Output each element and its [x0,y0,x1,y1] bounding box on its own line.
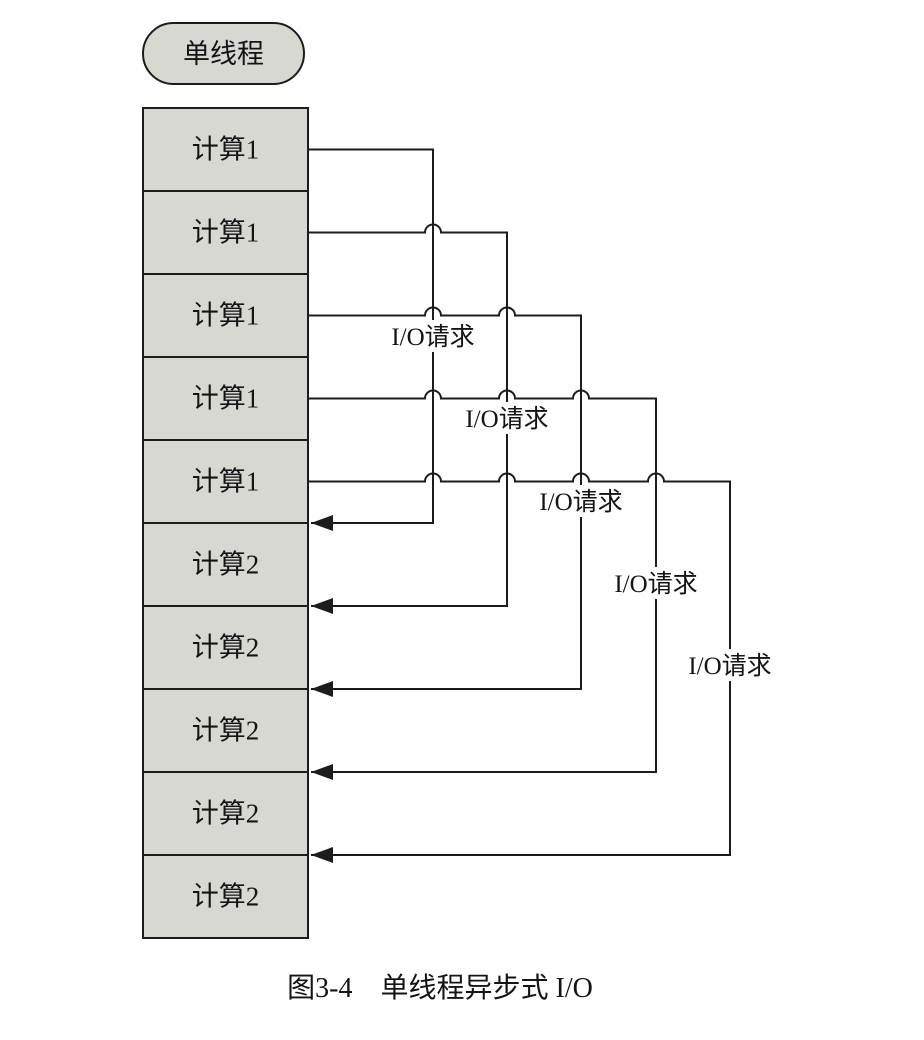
compute-box [142,605,309,690]
compute-box-label: 计算1 [192,301,260,331]
figure-caption: 图3-4 单线程异步式 I/O [287,972,593,1004]
io-connector [308,306,582,697]
io-request-label-bg [454,402,560,434]
compute-box [142,854,309,939]
compute-box [142,522,309,607]
io-request-label: I/O请求 [614,570,697,598]
compute-box-label: 计算2 [192,882,260,912]
io-connector [308,389,657,780]
io-request-label-bg [380,320,486,352]
compute-box-label: 计算1 [192,467,260,497]
compute-box-label: 计算2 [192,716,260,746]
compute-box-label: 计算1 [192,135,260,165]
io-connector [308,223,508,614]
compute-box-label: 计算2 [192,799,260,829]
io-request-label-bg [528,485,634,517]
io-request-label: I/O请求 [539,488,622,516]
compute-box-stack: 计算1 计算1 计算1 计算1 计算1 计算2 计算2 计算2 计算2 计算2 [142,107,309,939]
io-request-label-bg [603,567,709,599]
io-request-label-bg [677,649,783,681]
compute-box [142,688,309,773]
compute-box-label: 计算1 [192,384,260,414]
compute-box-label: 计算2 [192,550,260,580]
compute-box [142,273,309,358]
compute-box [142,771,309,856]
compute-box [142,439,309,524]
compute-box-label: 计算1 [192,218,260,248]
thread-pill-shape [142,22,305,85]
io-connector-lines [308,148,731,863]
io-request-label: I/O请求 [391,323,474,351]
compute-box-label: 计算2 [192,633,260,663]
thread-pill: 单线程 [142,22,305,85]
io-request-label: I/O请求 [688,652,771,680]
io-request-label: I/O请求 [465,405,548,433]
compute-box [142,356,309,441]
compute-box [142,107,309,192]
thread-pill-label: 单线程 [183,39,264,69]
io-request-labels: I/O请求 I/O请求 I/O请求 I/O请求 I/O请求 [380,320,783,681]
io-connector [308,472,731,863]
